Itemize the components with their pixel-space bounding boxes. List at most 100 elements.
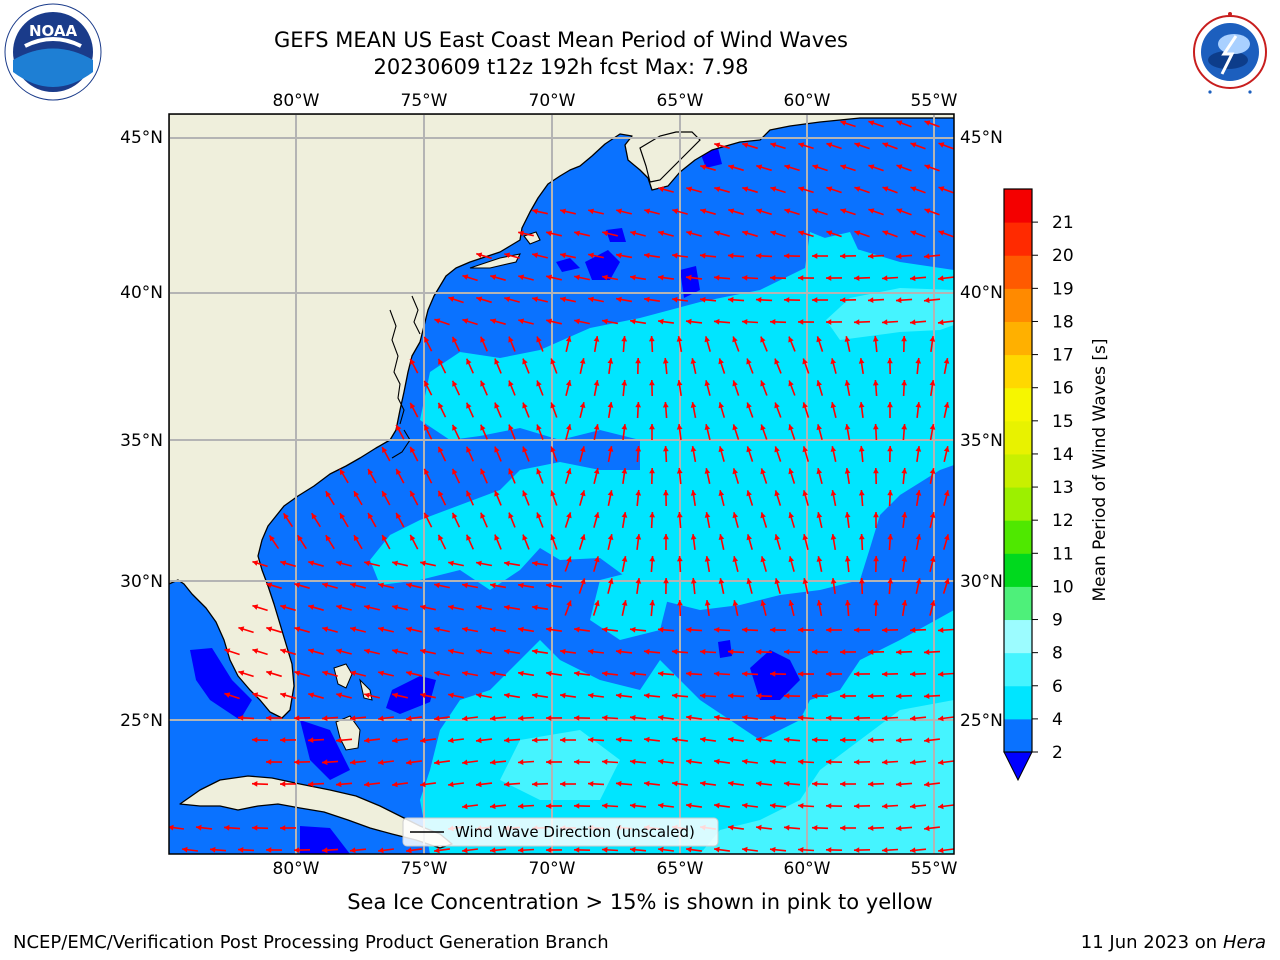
wave-direction-arrowhead <box>742 186 749 192</box>
wave-direction-arrowhead <box>490 318 497 324</box>
wave-direction-arrowhead <box>658 846 664 853</box>
wave-direction-arrowhead <box>532 737 538 743</box>
wave-direction-arrowhead <box>686 802 692 809</box>
wave-direction-arrowhead <box>882 627 888 633</box>
wave-direction-arrowhead <box>760 600 767 607</box>
colorbar-segment <box>1004 718 1032 753</box>
wave-direction-arrowhead <box>504 604 510 611</box>
wave-direction-arrowhead <box>518 274 525 281</box>
colorbar-segment <box>1004 553 1032 587</box>
wave-direction-arrowhead <box>322 715 328 722</box>
sea-ice-note: Sea Ice Concentration > 15% is shown in … <box>347 890 933 914</box>
wave-direction-arrowhead <box>494 358 500 365</box>
wave-direction-arrowhead <box>210 846 216 853</box>
wave-direction-arrowhead <box>690 534 697 540</box>
wave-direction-arrowhead <box>868 253 874 259</box>
wave-direction-arrowhead <box>816 380 822 387</box>
wave-direction-arrowhead <box>756 253 762 259</box>
wave-direction-arrowhead <box>910 803 916 810</box>
map-frame <box>168 113 955 855</box>
wave-direction-arrowhead <box>616 780 622 787</box>
wave-direction-arrowhead <box>434 582 440 589</box>
graticule <box>169 114 954 854</box>
wave-direction-arrowhead <box>504 560 510 567</box>
wave-direction-arrowhead <box>742 230 749 236</box>
wave-direction-arrowhead <box>686 670 692 677</box>
wave-direction-arrowhead <box>929 424 936 430</box>
lon-tick-bottom: 75°W <box>401 859 448 879</box>
wave-direction-arrowhead <box>910 671 916 677</box>
wave-direction-arrowhead <box>490 759 496 766</box>
wave-direction-arrowhead <box>868 737 874 743</box>
wave-direction-arrowhead <box>580 490 586 497</box>
wave-direction-arrowhead <box>434 715 440 722</box>
wave-direction-arrowhead <box>410 490 416 497</box>
wave-direction-arrowhead <box>802 578 809 584</box>
wave-direction-arrowhead <box>392 604 398 611</box>
wave-direction-arrowhead <box>770 714 776 721</box>
wave-direction-arrowhead <box>756 780 762 787</box>
wave-direction-arrowhead <box>896 693 902 699</box>
wave-direction-arrowhead <box>508 380 514 387</box>
wave-direction-arrowhead <box>434 759 440 766</box>
wave-direction-arrowhead <box>448 648 454 655</box>
wave-direction-arrowhead <box>532 252 538 259</box>
wave-direction-arrowhead <box>854 186 861 192</box>
wave-direction-arrowhead <box>658 802 664 809</box>
wave-direction-arrowhead <box>924 825 930 832</box>
wave-direction-arrowhead <box>630 670 636 677</box>
wave-direction-arrowhead <box>550 490 556 497</box>
wave-direction-arrowhead <box>830 578 837 584</box>
wave-direction-arrowhead <box>910 230 917 236</box>
wave-direction-arrowhead <box>910 186 917 192</box>
wave-direction-arrowhead <box>788 468 794 475</box>
wave-direction-arrowhead <box>574 318 580 325</box>
wave-direction-arrowhead <box>686 318 692 325</box>
wave-direction-arrowhead <box>266 715 272 721</box>
wave-direction-arrowhead <box>742 142 749 148</box>
wave-direction-arrowhead <box>728 208 735 214</box>
wave-direction-arrowhead <box>649 468 655 474</box>
wave-direction-arrowhead <box>406 582 412 589</box>
wave-direction-arrowhead <box>280 692 287 698</box>
wave-direction-arrowhead <box>929 556 936 563</box>
wave-direction-arrowhead <box>690 490 697 496</box>
wave-direction-arrowhead <box>269 535 275 542</box>
colorbar-tick-label: 12 <box>1052 511 1074 531</box>
wave-direction-arrowhead <box>594 556 600 563</box>
wave-direction-arrowhead <box>420 692 426 699</box>
wave-direction-arrowhead <box>742 714 748 721</box>
wave-direction-arrowhead <box>424 468 430 475</box>
wave-direction-arrowhead <box>649 512 655 518</box>
wave-direction-arrowhead <box>788 600 795 606</box>
wave-direction-arrowhead <box>546 274 552 281</box>
wave-direction-arrowhead <box>756 164 763 170</box>
wave-direction-arrowhead <box>560 692 566 699</box>
wave-direction-arrowhead <box>602 274 608 281</box>
wave-direction-arrowhead <box>924 693 930 699</box>
wave-direction-arrowhead <box>770 802 776 809</box>
wave-direction-arrowhead <box>565 380 572 387</box>
wave-direction-arrowhead <box>630 714 636 721</box>
wave-direction-arrowhead <box>901 468 908 474</box>
wave-direction-arrowhead <box>504 692 510 699</box>
wave-direction-arrowhead <box>406 626 412 633</box>
wave-direction-arrowhead <box>910 319 916 326</box>
wave-direction-arrowhead <box>784 649 790 655</box>
wave-direction-arrowhead <box>658 318 664 325</box>
wave-direction-arrowhead <box>868 120 875 126</box>
wave-direction-arrowhead <box>746 490 752 497</box>
wave-direction-arrowhead <box>339 469 346 476</box>
wave-direction-arrowhead <box>462 670 468 677</box>
wave-direction-arrowhead <box>452 336 458 343</box>
wave-direction-arrowhead <box>406 759 412 766</box>
wave-direction-arrowhead <box>798 847 804 853</box>
wave-direction-arrowhead <box>868 825 874 831</box>
wave-direction-arrowhead <box>840 649 846 655</box>
colorbar-frame <box>1003 188 1033 753</box>
wave-direction-arrowhead <box>566 424 572 431</box>
wave-direction-arrowhead <box>607 490 614 496</box>
wave-direction-arrowhead <box>672 208 679 215</box>
wave-direction-arrowhead <box>607 578 614 585</box>
wave-direction-arrowhead <box>830 402 837 408</box>
